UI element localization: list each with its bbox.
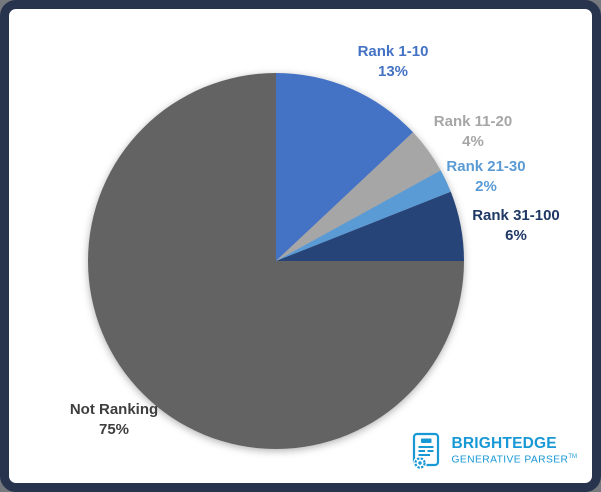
pie-chart[interactable] (9, 9, 601, 492)
pie-slice-rank-11-20[interactable] (276, 132, 441, 261)
slice-label-text: Rank 1-10 (357, 43, 429, 60)
pie-slice-rank-21-30[interactable] (276, 170, 451, 261)
pie-slice-rank-31-100[interactable] (276, 191, 464, 261)
pie-slice-not-ranking[interactable] (88, 73, 464, 449)
pie-label-rank-21-30: Rank 21-30 2% (446, 157, 525, 197)
pie-label-rank-11-20: Rank 11-20 4% (434, 112, 512, 152)
logo-brand-name: BRIGHTEDGE (451, 435, 557, 453)
slice-label-text: Rank 21-30 (446, 158, 526, 175)
slice-pct-text: 2% (475, 178, 497, 195)
slice-label-text: Rank 11-20 (433, 113, 513, 130)
slice-pct-text: 6% (505, 227, 527, 244)
pie-slice-rank-1-10[interactable] (276, 73, 414, 261)
brightedge-logo: BRIGHTEDGE GENERATIVE PARSERTM (410, 432, 577, 470)
trademark-symbol: TM (568, 453, 577, 460)
document-certificate-icon (413, 432, 440, 470)
pie-label-rank-31-100: Rank 31-100 6% (472, 206, 560, 246)
logo-product-name: GENERATIVE PARSERTM (451, 453, 577, 465)
slice-label-text: Not Ranking (69, 401, 159, 418)
logo-text: BRIGHTEDGE GENERATIVE PARSERTM (451, 435, 577, 465)
slice-pct-text: 75% (98, 421, 130, 438)
slice-label-text: Rank 31-100 (472, 207, 560, 224)
slice-pct-text: 13% (377, 63, 409, 80)
pie-label-not-ranking: Not Ranking 75% (70, 400, 158, 440)
slice-pct-text: 4% (462, 133, 484, 150)
pie-label-rank-1-10: Rank 1-10 13% (358, 42, 429, 82)
